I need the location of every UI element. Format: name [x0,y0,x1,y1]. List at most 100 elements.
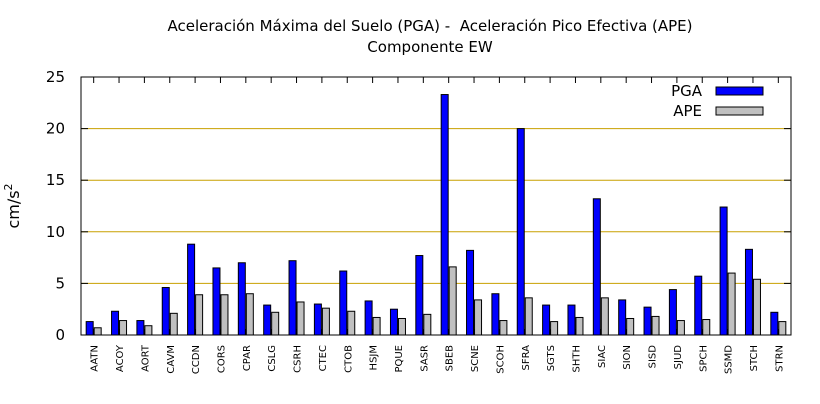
chart-title: Aceleración Máxima del Suelo (PGA) - Ace… [167,17,692,35]
bar-ape-pque [397,317,406,336]
gridlines [81,128,791,284]
bar-ape-spch [702,319,711,336]
bar-ape-siac [600,297,609,336]
bar-pga-ctec [313,303,322,336]
x-tick-label: CTOB [343,345,354,373]
bar-pga-spch [694,275,703,336]
bar-ape-cavm [169,312,178,336]
bar-ape-aort [144,325,153,336]
x-tick-label: SJUD [673,345,684,370]
x-tick-label: CSRH [293,345,304,373]
x-tick-label: SASR [419,345,430,372]
bar-ape-stch [752,278,761,336]
bar-pga-shth [567,304,576,336]
bar-pga-stch [744,248,753,336]
bar-ape-acoy [119,320,128,336]
x-tick-label: SGTS [546,345,557,371]
plot-frame [80,76,792,336]
bar-ape-cslg [271,311,280,336]
bar-pga-sjud [668,289,677,336]
x-tick-label: PQUE [394,345,405,373]
bar-pga-sasr [415,255,424,336]
bar-ape-sfra [524,297,533,336]
bar-pga-cavm [161,287,170,336]
bar-ape-scne [474,299,483,336]
x-tick-label: SION [622,345,633,370]
legend-swatch-pga [715,86,764,96]
bar-ape-sgts [550,321,559,336]
bar-ape-csrh [296,301,305,336]
x-tick-label: SHTH [571,345,582,373]
x-tick-label: AORT [140,344,151,372]
x-tick-label: STCH [749,345,760,371]
bars [85,94,787,336]
y-tick-label: 25 [46,68,65,86]
bar-ape-sion [626,317,635,336]
y-tick-label: 20 [46,120,65,138]
bar-pga-scoh [491,293,500,336]
bar-pga-hsjm [364,300,373,336]
x-tick-label: CCDN [191,345,202,374]
bar-pga-acoy [111,310,120,336]
bar-ape-ccdn [195,294,204,336]
bar-pga-ssmd [719,206,728,336]
x-tick-label: SFRA [521,345,532,371]
bar-ape-sjud [676,320,685,336]
x-tick-label: SCOH [495,345,506,374]
bar-pga-sfra [516,128,525,336]
bar-ape-scoh [499,320,508,336]
bar-pga-sgts [542,304,551,336]
x-tick-label: CPAR [242,345,253,371]
legend-label-ape: APE [673,102,702,120]
bar-ape-shth [575,316,584,336]
bar-pga-aatn [85,321,94,336]
bar-ape-ctec [321,307,330,336]
bar-pga-ctob [339,270,348,336]
legend: PGA APE [671,82,764,120]
bar-pga-csrh [288,260,297,336]
bar-ape-sisd [651,315,660,336]
x-tick-label: SIAC [597,345,608,368]
x-tick-label: CAVM [166,345,177,374]
bar-pga-cslg [263,304,272,336]
bar-pga-cors [212,267,221,336]
bar-ape-aatn [93,327,102,336]
x-tick-label: SPCH [698,345,709,372]
bar-pga-sisd [643,306,652,336]
bar-ape-cpar [245,293,254,336]
bar-pga-aort [136,320,145,336]
bar-pga-sion [618,299,627,336]
chart-subtitle: Componente EW [367,38,493,56]
bar-ape-ctob [347,310,356,336]
x-tick-label: HSJM [369,345,380,370]
axes: 0 5 10 15 20 25 [46,68,792,344]
x-tick-label: STRN [774,345,785,372]
x-tick-label: CTEC [318,345,329,371]
x-tick-label: SSMD [724,345,735,374]
y-tick-label: 5 [55,274,65,292]
x-tick-label: CORS [216,345,227,373]
x-tick-label: SBEB [445,345,456,372]
x-tick-label: CSLG [267,345,278,372]
bar-ape-strn [778,321,787,336]
y-tick-label: 10 [46,223,65,241]
x-tick-label: SISD [648,345,659,369]
bar-ape-sasr [423,313,432,336]
bar-pga-pque [389,308,398,336]
bar-pga-ccdn [187,243,196,336]
x-tick-label: SCNE [470,345,481,372]
bar-pga-siac [592,198,601,336]
x-tick-label: ACOY [115,344,126,372]
bar-ape-cors [220,294,229,336]
bar-pga-cpar [237,262,246,336]
bar-ape-hsjm [372,316,381,336]
legend-label-pga: PGA [671,82,703,100]
y-axis-label: cm/s2 [2,183,23,228]
y-tick-label: 0 [55,326,65,344]
legend-swatch-ape [715,106,764,116]
bar-pga-strn [770,311,779,336]
y-tick-label: 15 [46,171,65,189]
x-tick-label: AATN [90,345,101,372]
